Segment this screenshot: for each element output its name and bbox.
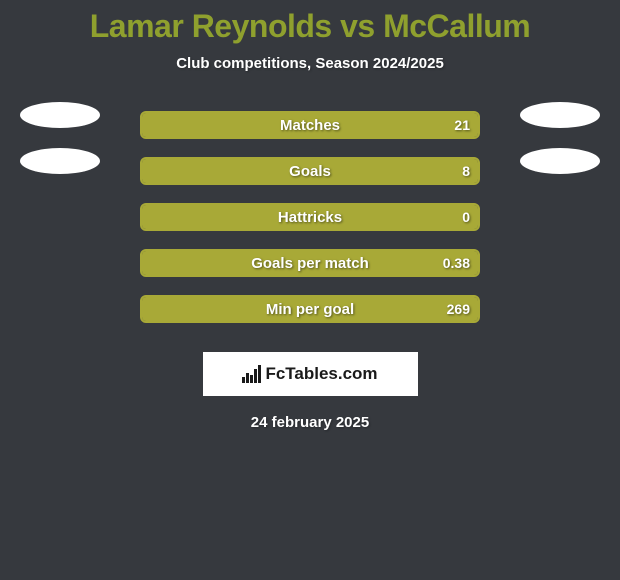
bar-value-right: 0 (462, 209, 470, 225)
bar-track: Min per goal 269 (140, 295, 480, 323)
bar-label: Hattricks (278, 209, 342, 226)
bar-track: Matches 21 (140, 111, 480, 139)
chart-row: Goals 8 (0, 148, 620, 194)
chart-row: Matches 21 (0, 102, 620, 148)
comparison-card: Lamar Reynolds vs McCallum Club competit… (0, 0, 620, 580)
bar-track: Goals per match 0.38 (140, 249, 480, 277)
date-text: 24 february 2025 (0, 414, 620, 431)
bar-track: Hattricks 0 (140, 203, 480, 231)
bar-value-right: 21 (454, 117, 470, 133)
subtitle: Club competitions, Season 2024/2025 (0, 55, 620, 72)
player-avatar-left (20, 148, 100, 174)
bar-chart-icon (242, 365, 261, 383)
logo: FcTables.com (203, 352, 418, 396)
chart-row: Hattricks 0 (0, 194, 620, 240)
player-avatar-right (520, 102, 600, 128)
page-title: Lamar Reynolds vs McCallum (0, 0, 620, 45)
bar-track: Goals 8 (140, 157, 480, 185)
bar-value-right: 8 (462, 163, 470, 179)
logo-text: FcTables.com (265, 364, 377, 384)
comparison-chart: Matches 21 Goals 8 Hattricks 0 Goals per match… (0, 102, 620, 332)
bar-value-right: 269 (447, 301, 470, 317)
player-avatar-right (520, 148, 600, 174)
bar-label: Goals per match (251, 255, 369, 272)
player-avatar-left (20, 102, 100, 128)
bar-label: Goals (289, 163, 331, 180)
chart-row: Goals per match 0.38 (0, 240, 620, 286)
bar-label: Matches (280, 117, 340, 134)
bar-label: Min per goal (266, 301, 354, 318)
bar-value-right: 0.38 (443, 255, 470, 271)
chart-row: Min per goal 269 (0, 286, 620, 332)
